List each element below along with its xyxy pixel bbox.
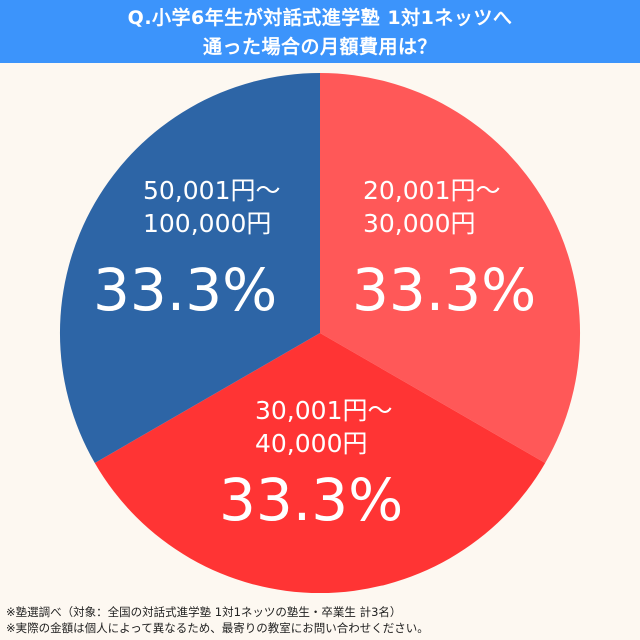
- slice-range-line-1: 30,001円〜: [255, 396, 393, 425]
- footnotes: ※塾選調べ（対象：全国の対話式進学塾 1対1ネッツの塾生・卒業生 計3名） ※実…: [6, 604, 429, 636]
- slice-range-line-2: 100,000円: [143, 209, 272, 238]
- footnote-source: ※塾選調べ（対象：全国の対話式進学塾 1対1ネッツの塾生・卒業生 計3名）: [6, 605, 402, 619]
- slice-range-line-1: 50,001円〜: [143, 176, 281, 205]
- slice-range-line-2: 30,000円: [363, 209, 476, 238]
- slice-percent-20001-30000: 33.3%: [352, 256, 537, 324]
- chart-title-banner: Q.小学6年生が対話式進学塾 1対1ネッツへ 通った場合の月額費用は？: [0, 0, 640, 63]
- chart-title-line-1: Q.小学6年生が対話式進学塾 1対1ネッツへ: [127, 7, 513, 29]
- slice-30001-40000: [94, 333, 546, 594]
- slice-50001-100000: [59, 73, 321, 463]
- slice-20001-30000: [320, 72, 581, 463]
- slice-range-line-1: 20,001円〜: [363, 176, 501, 205]
- slice-label-50001-100000: 50,001円〜 100,000円: [143, 174, 280, 240]
- slice-percent-50001-100000: 33.3%: [93, 256, 278, 324]
- slice-label-20001-30000: 20,001円〜 30,000円: [363, 174, 500, 240]
- slice-percent-30001-40000: 33.3%: [219, 466, 404, 534]
- slice-range-line-2: 40,000円: [255, 429, 368, 458]
- footnote-disclaimer: ※実際の金額は個人によって異なるため、最寄りの教室にお問い合わせください。: [6, 621, 429, 635]
- slice-label-30001-40000: 30,001円〜 40,000円: [255, 394, 392, 460]
- chart-title-line-2: 通った場合の月額費用は？: [202, 36, 437, 58]
